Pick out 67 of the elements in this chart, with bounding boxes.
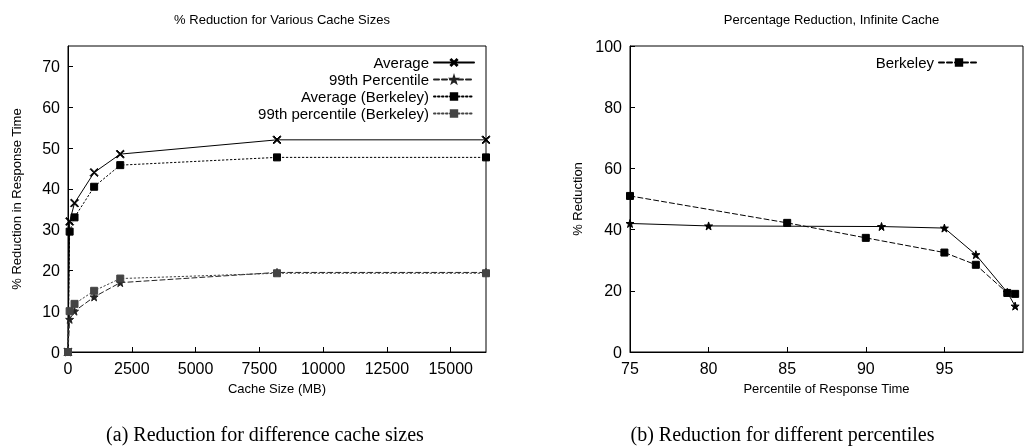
text: (a) Reduction for difference cache sizes [106,423,425,446]
y-tick-label: 50 [42,139,61,157]
text: (b) Reduction for different percentiles [630,423,935,446]
point [90,286,99,295]
point [939,223,949,233]
chart-title: Percentage Reduction, Infinite Cache [723,12,940,27]
point [626,191,634,200]
y-tick-label: 30 [42,221,61,239]
x-tick-label: 10000 [300,359,346,377]
y-axis-title: % Reduction in Response Time [9,108,24,290]
y-tick-label: 60 [604,159,623,177]
point [940,248,949,257]
y-tick-label: 40 [604,221,623,239]
x-tick-label: 85 [778,359,797,377]
point [482,153,490,162]
point [116,161,125,170]
y-tick-label: 70 [42,57,61,75]
x-tick-label: 90 [856,359,875,377]
point [971,260,980,269]
point [1011,289,1020,298]
y-tick-label: 40 [42,180,61,198]
point [70,213,79,222]
legend-label: 99th percentile (Berkeley) [258,105,429,122]
legend-label: Average (Berkeley) [300,88,429,105]
x-tick-label: 80 [699,359,718,377]
y-tick-label: 60 [42,98,61,116]
x-tick-label: 95 [935,359,954,377]
point [65,307,74,316]
point [70,198,80,208]
y-axis-title: % Reduction [570,162,586,236]
point [877,222,887,232]
y-tick-label: 20 [604,282,623,300]
point [481,135,491,145]
point [783,218,792,227]
x-tick-label: 7500 [241,359,278,377]
point [90,182,99,191]
point [861,233,870,242]
point [625,218,635,228]
legend-label: Average [373,54,429,71]
x-tick-label: 75 [621,359,639,377]
point [704,221,714,231]
point [273,153,281,162]
y-tick-label: 0 [51,343,61,361]
chart-title: % Reduction for Various Cache Sizes [174,12,391,27]
y-tick-label: 100 [595,37,623,55]
point [70,299,79,308]
x-tick-label: 15000 [428,359,474,377]
legend-label: Berkeley [875,54,935,71]
x-tick-label: 12500 [364,359,410,377]
point [89,167,99,177]
x-tick-label: 2500 [113,359,150,377]
x-axis-title: Percentile of Response Time [743,381,910,396]
point [65,227,74,236]
point [115,149,125,159]
y-tick-label: 0 [613,343,623,361]
y-tick-label: 80 [604,98,623,116]
y-tick-label: 10 [42,302,61,320]
point [1010,301,1020,311]
point [116,274,125,283]
point [272,135,282,145]
legend-label: 99th Percentile [328,71,429,88]
point [65,314,75,324]
y-tick-label: 20 [42,261,61,279]
x-tick-label: 0 [63,359,73,377]
point [971,250,981,260]
x-tick-label: 5000 [177,359,214,377]
x-axis-title: Cache Size (MB) [227,381,327,396]
